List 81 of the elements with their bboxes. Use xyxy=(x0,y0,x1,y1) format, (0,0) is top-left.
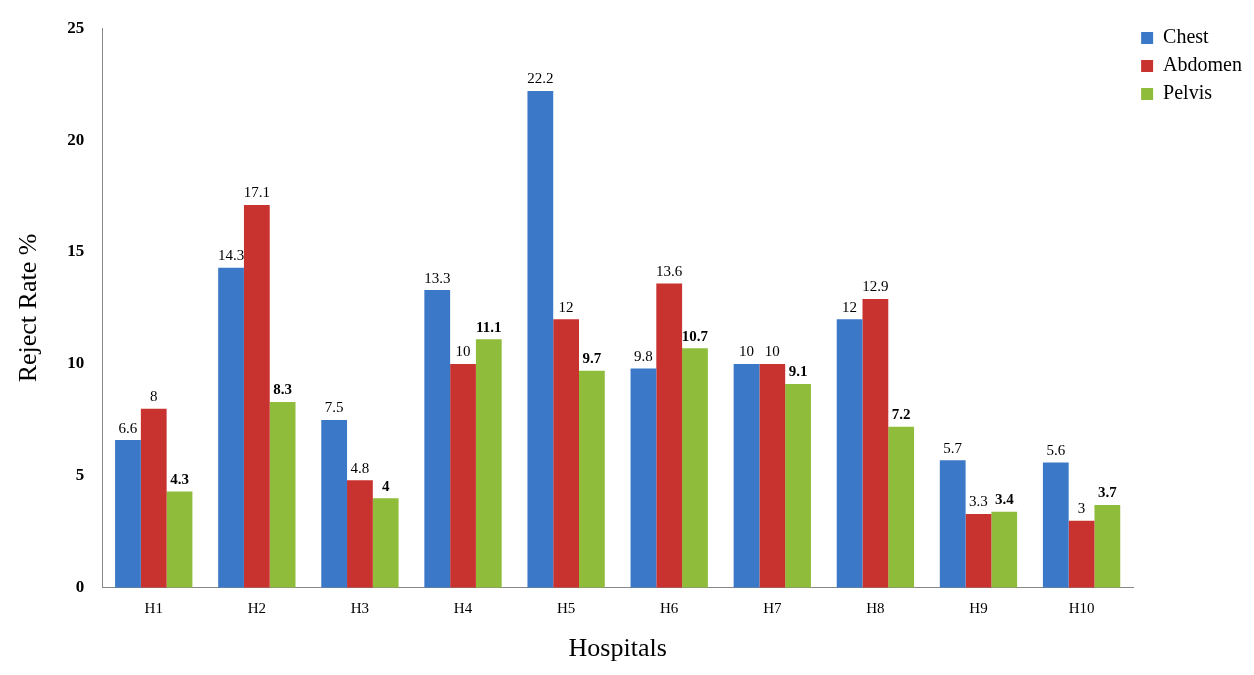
data-label: 8.3 xyxy=(273,381,292,398)
bar xyxy=(579,370,605,588)
legend-label: Chest xyxy=(1163,25,1210,48)
x-tick-label: H6 xyxy=(660,599,679,616)
y-axis-title: Reject Rate % xyxy=(13,233,43,383)
data-label: 7.2 xyxy=(891,406,911,423)
bar xyxy=(862,299,889,588)
bar xyxy=(269,402,296,588)
bar xyxy=(733,363,760,588)
y-tick-label: 5 xyxy=(75,465,85,485)
bar xyxy=(450,363,476,588)
x-tick-label: H10 xyxy=(1068,599,1095,616)
bar xyxy=(140,408,167,588)
data-label: 17.1 xyxy=(243,184,270,201)
data-label: 4.8 xyxy=(350,459,370,476)
data-label: 3.7 xyxy=(1097,484,1118,501)
bar xyxy=(1094,504,1121,588)
data-label: 9.7 xyxy=(582,350,602,367)
bar xyxy=(424,290,451,588)
bar xyxy=(553,319,579,588)
bar xyxy=(759,363,786,588)
data-label: 3.3 xyxy=(969,493,988,510)
data-label: 7.5 xyxy=(324,399,344,416)
data-label: 9.1 xyxy=(788,363,808,380)
x-tick-label: H4 xyxy=(453,599,473,616)
bar xyxy=(888,426,915,588)
y-tick-label: 15 xyxy=(67,241,85,261)
bar xyxy=(836,319,863,588)
bar xyxy=(682,348,708,588)
data-label: 4.3 xyxy=(170,470,189,487)
data-label: 5.7 xyxy=(943,439,963,456)
data-label: 12.9 xyxy=(862,278,889,295)
x-tick-label: H3 xyxy=(350,599,370,616)
y-tick-label: 25 xyxy=(67,17,85,37)
y-tick-label: 20 xyxy=(67,129,85,149)
legend-label: Abdomen xyxy=(1163,53,1243,76)
x-tick-label: H5 xyxy=(556,599,576,616)
bar xyxy=(939,460,966,588)
data-label: 4 xyxy=(381,477,390,494)
bar xyxy=(115,440,141,588)
x-tick-label: H8 xyxy=(866,599,885,616)
data-label: 14.3 xyxy=(217,247,245,264)
data-label: 3.4 xyxy=(994,491,1015,508)
bar xyxy=(965,513,992,588)
bar xyxy=(1042,462,1069,588)
data-label: 12 xyxy=(558,298,574,315)
bar xyxy=(321,419,348,588)
y-tick-label: 10 xyxy=(67,353,85,373)
data-label: 12 xyxy=(842,298,858,315)
data-label: 5.6 xyxy=(1046,441,1066,458)
bar xyxy=(527,90,554,588)
data-label: 3 xyxy=(1077,500,1086,517)
legend-label: Pelvis xyxy=(1163,81,1213,104)
data-label: 11.1 xyxy=(476,318,502,335)
x-tick-label: H2 xyxy=(247,599,267,616)
data-label: 13.6 xyxy=(656,262,683,279)
data-label: 13.3 xyxy=(424,269,451,286)
bar xyxy=(785,384,811,588)
bar xyxy=(347,480,373,588)
data-label: 8 xyxy=(150,388,158,405)
bar xyxy=(475,339,502,588)
bar xyxy=(218,267,244,588)
x-tick-label: H7 xyxy=(763,599,782,616)
data-label: 10 xyxy=(455,343,471,360)
bar xyxy=(166,491,193,588)
data-label: 9.8 xyxy=(634,347,653,364)
bar xyxy=(243,205,270,588)
bar xyxy=(372,498,399,588)
bar xyxy=(1068,520,1095,588)
x-tick-label: H9 xyxy=(969,599,988,616)
x-tick-label: H1 xyxy=(144,599,163,616)
x-axis-title: Hospitals xyxy=(568,633,667,663)
data-label: 10 xyxy=(764,343,780,360)
bar xyxy=(991,511,1018,588)
data-label: 6.6 xyxy=(118,419,138,436)
data-label: 22.2 xyxy=(527,70,554,87)
y-tick-label: 0 xyxy=(75,577,85,597)
data-label: 10 xyxy=(739,343,755,360)
bar xyxy=(656,283,683,588)
bar xyxy=(630,368,657,588)
data-label: 10.7 xyxy=(681,327,709,344)
